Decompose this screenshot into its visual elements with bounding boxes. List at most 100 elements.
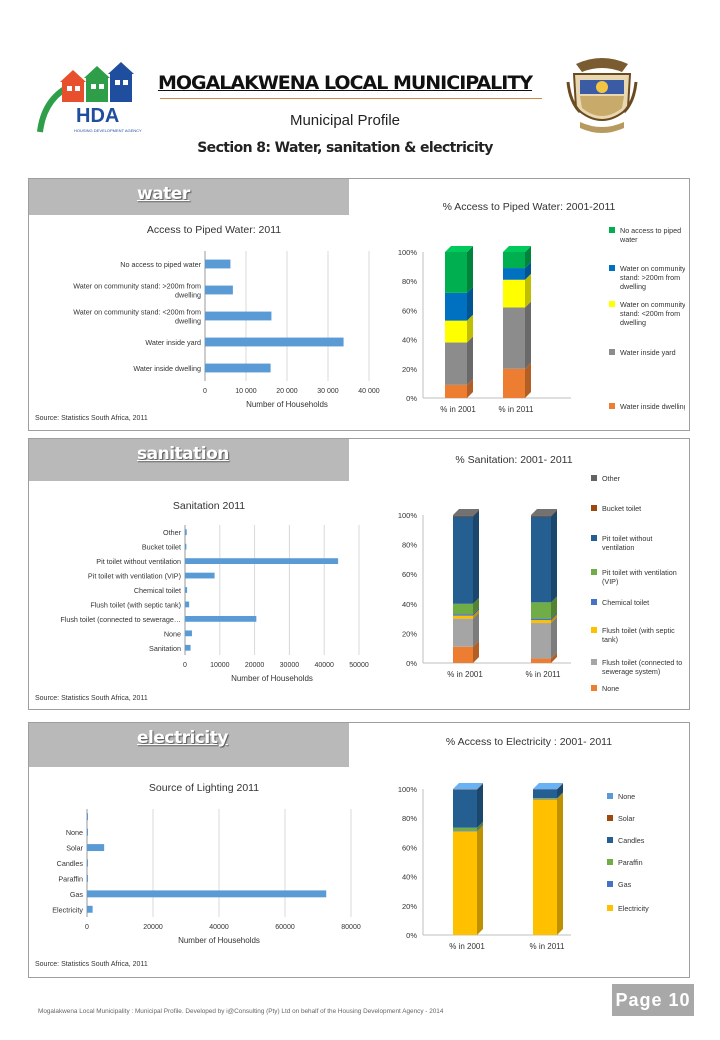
category-label: Candles (57, 859, 84, 868)
x-tick-label: 50000 (349, 662, 369, 669)
legend-swatch (607, 881, 613, 887)
legend-label: Water on community (620, 300, 685, 309)
legend-label: Solar (618, 814, 635, 823)
category-label: % in 2011 (530, 942, 566, 951)
stack-segment-side (467, 246, 473, 293)
category-label: Chemical toilet (134, 586, 181, 595)
stack-segment (453, 789, 477, 828)
bar (185, 572, 215, 579)
stack-segment-side (477, 783, 483, 790)
legend-label: Electricity (618, 904, 649, 913)
stack-segment-side (525, 301, 531, 369)
legend-swatch (607, 815, 613, 821)
stack-segment (503, 368, 525, 398)
bar (87, 813, 88, 821)
stack-segment-side (467, 336, 473, 385)
bar (87, 874, 88, 882)
x-tick-label: 0 (203, 388, 207, 395)
bar (185, 616, 257, 622)
stack-segment (531, 658, 551, 663)
legend-swatch (591, 685, 597, 691)
legend-swatch (607, 905, 613, 911)
bar (87, 844, 105, 852)
x-axis-label: Number of Households (231, 674, 313, 683)
water-source: Source: Statistics South Africa, 2011 (35, 415, 148, 422)
municipal-crest-icon (566, 52, 638, 138)
sanitation-tab-label: sanitation (137, 444, 229, 464)
stack-segment-side (551, 510, 557, 603)
sanitation-panel: sanitation Sanitation 2011 0 10000 20000 300… (28, 438, 690, 710)
sanitation-stacked-chart: % Sanitation: 2001- 2011 0% 20% 40% 60% 80% 10… (398, 454, 683, 693)
legend-swatch (609, 403, 615, 409)
stack-top (531, 509, 557, 515)
page-number: 10 (668, 990, 691, 1010)
legend-swatch (607, 859, 613, 865)
stack-segment (533, 789, 557, 790)
water-bar-chart: Access to Piped Water: 2011 0 10 000 20 000… (73, 224, 380, 409)
y-tick-label: 100% (398, 248, 418, 257)
y-tick-label: 20% (402, 629, 417, 638)
stack-segment (453, 516, 473, 604)
water-tab-label: water (137, 184, 190, 204)
y-tick-label: 40% (402, 873, 417, 882)
stack-segment (503, 307, 525, 369)
x-tick-label: 40000 (314, 662, 334, 669)
stack-segment-side (473, 509, 479, 516)
category-label: Flush toilet (with septic tank) (90, 600, 181, 609)
stack-segment-side (551, 617, 557, 659)
legend-swatch (609, 227, 615, 233)
stack-segment (533, 789, 557, 799)
chart-title: % Access to Electricity : 2001- 2011 (446, 736, 612, 748)
stack-segment (453, 515, 473, 516)
legend-swatch (591, 627, 597, 633)
electricity-stacked-chart: % Access to Electricity : 2001- 2011 0% 20… (398, 736, 649, 951)
stack-segment-side (551, 652, 557, 663)
category-label: None (66, 828, 83, 837)
x-tick-label: 20 000 (276, 388, 298, 395)
hda-logo-text: HDA (76, 105, 119, 127)
x-tick-label: 40 000 (358, 388, 380, 395)
legend-label: sewerage system) (602, 667, 660, 676)
x-tick-label: 80000 (341, 924, 361, 931)
category-label: Water on community stand: >200m from (73, 282, 201, 291)
bar (87, 859, 88, 867)
electricity-tab-label: electricity (137, 728, 228, 748)
stack-segment (531, 620, 551, 624)
stack-segment-side (551, 509, 557, 517)
category-label: Paraffin (58, 874, 83, 883)
stack-segment-side (473, 597, 479, 615)
stack-segment (531, 618, 551, 621)
legend-label: Water inside yard (620, 348, 676, 357)
y-tick-label: 100% (398, 511, 418, 520)
legend-swatch (609, 349, 615, 355)
legend-label: Chemical toilet (602, 598, 649, 607)
page-title: MOGALAKWENA LOCAL MUNICIPALITY (157, 72, 533, 94)
stack-segment (533, 798, 557, 800)
stack-segment-side (473, 640, 479, 663)
stack-segment-side (551, 596, 557, 619)
category-label: Water on community stand: <200m from (73, 308, 201, 317)
stack-segment-side (477, 783, 483, 828)
legend-label: Bucket toilet (602, 504, 641, 513)
hda-logo-subtext: HOUSING DEVELOPMENT AGENCY (74, 128, 142, 133)
legend-label: Other (602, 474, 621, 483)
legend-label: Pit toilet with ventilation (602, 568, 677, 577)
stack-segment-side (473, 608, 479, 616)
stack-segment (453, 515, 473, 517)
legend-label: Water inside dwelling (620, 402, 685, 411)
y-tick-label: 40% (402, 600, 417, 609)
electricity-bar-chart: Source of Lighting 2011 0 20000 40000 60000 8… (52, 782, 361, 945)
bar (205, 363, 271, 373)
legend-label: dwelling (620, 282, 646, 291)
legend-swatch (609, 265, 615, 271)
sanitation-source: Source: Statistics South Africa, 2011 (35, 695, 148, 702)
legend-swatch (609, 301, 615, 307)
category-label: Flush toilet (connected to sewerage… (60, 615, 181, 624)
legend-swatch (591, 505, 597, 511)
bar (185, 601, 190, 608)
stack-top (445, 246, 473, 252)
bar (185, 644, 191, 651)
category-label: None (164, 629, 181, 638)
footer-text: Mogalakwena Local Municipality : Municip… (38, 1008, 444, 1015)
chart-title: % Access to Piped Water: 2001-2011 (443, 201, 616, 213)
